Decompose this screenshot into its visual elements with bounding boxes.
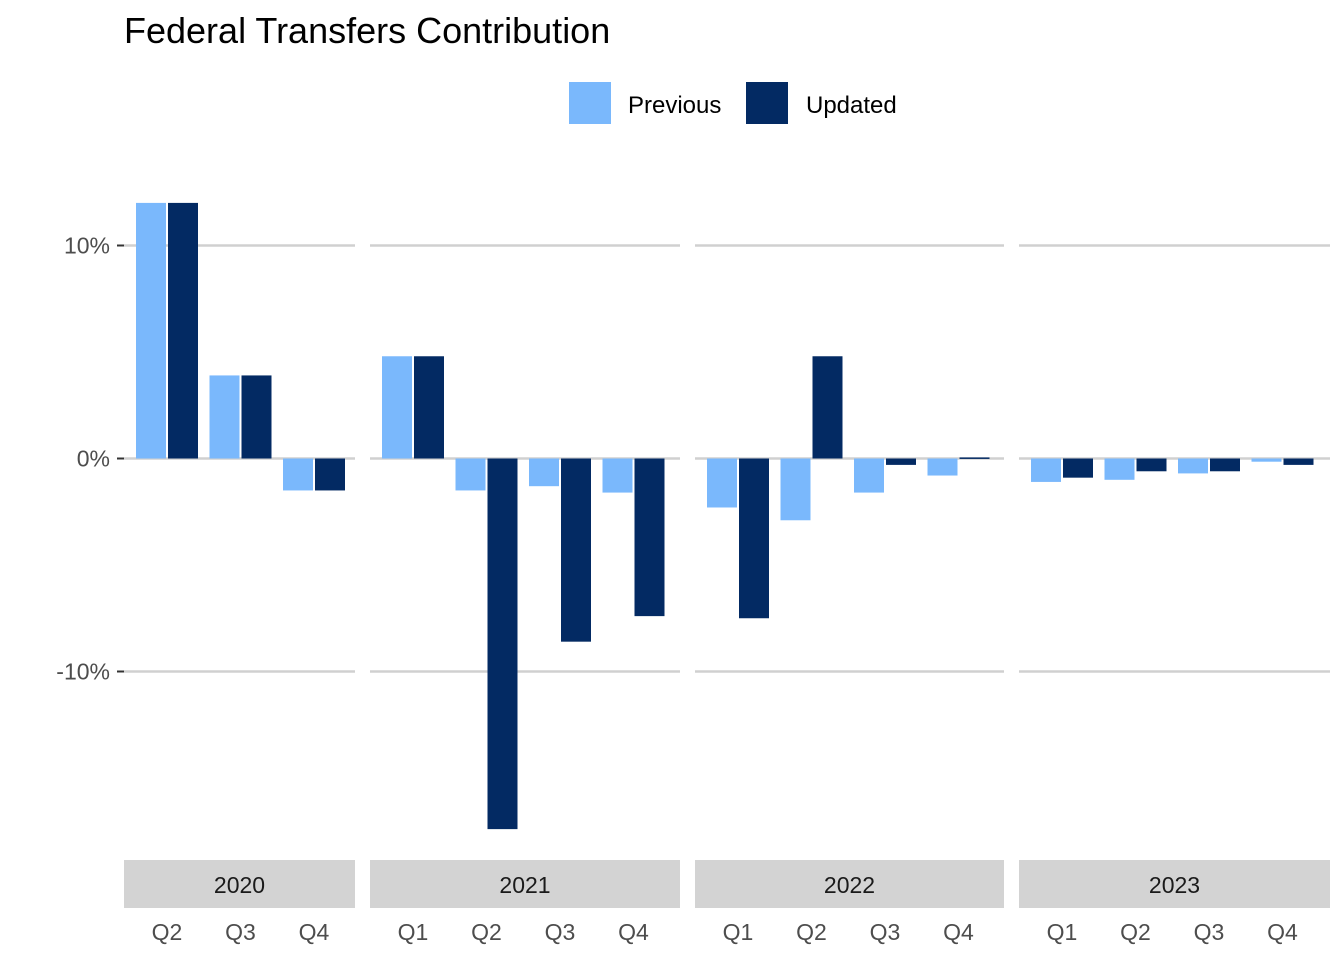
bar-previous-2023-q4 bbox=[1251, 458, 1282, 462]
bar-updated-2022-q4 bbox=[959, 457, 990, 459]
bar-updated-2021-q3 bbox=[561, 458, 591, 642]
facet-strip-label: 2021 bbox=[499, 872, 550, 898]
bar-previous-2023-q2 bbox=[1104, 458, 1135, 480]
bar-previous-2022-q4 bbox=[927, 458, 958, 476]
bar-updated-2022-q2 bbox=[812, 356, 843, 459]
y-tick-label: -10% bbox=[56, 659, 110, 685]
bar-updated-2022-q1 bbox=[739, 458, 769, 619]
facet-strip-label: 2020 bbox=[214, 872, 265, 898]
bar-previous-2022-q2 bbox=[780, 458, 811, 521]
facet-strip bbox=[1019, 860, 1330, 908]
x-tick-label: Q3 bbox=[545, 919, 576, 945]
bar-previous-2021-q2 bbox=[455, 458, 486, 491]
legend-label-updated: Updated bbox=[806, 92, 897, 119]
facet-strip-label: 2022 bbox=[824, 872, 875, 898]
x-tick-label: Q2 bbox=[471, 919, 502, 945]
bar-updated-2020-q2 bbox=[168, 202, 198, 459]
bar-previous-2021-q1 bbox=[382, 356, 412, 459]
bar-updated-2023-q1 bbox=[1063, 458, 1093, 478]
x-tick-label: Q4 bbox=[299, 919, 330, 945]
x-tick-label: Q3 bbox=[225, 919, 256, 945]
bar-updated-2021-q1 bbox=[414, 356, 444, 459]
x-tick-label: Q3 bbox=[870, 919, 901, 945]
chart-title: Federal Transfers Contribution bbox=[124, 10, 610, 51]
bar-updated-2021-q2 bbox=[487, 458, 518, 830]
facet-strip-label: 2023 bbox=[1149, 872, 1200, 898]
bar-previous-2021-q3 bbox=[529, 458, 559, 487]
bar-previous-2023-q3 bbox=[1178, 458, 1208, 474]
facet-strip bbox=[370, 860, 680, 908]
x-tick-label: Q2 bbox=[152, 919, 183, 945]
x-tick-label: Q4 bbox=[1267, 919, 1298, 945]
bar-previous-2020-q3 bbox=[209, 375, 240, 459]
bar-previous-2020-q2 bbox=[136, 202, 166, 459]
panel-2021: 2021 Q1 Q2 Q3 Q4 bbox=[370, 244, 680, 945]
bar-updated-2023-q4 bbox=[1283, 458, 1314, 465]
x-tick-label: Q4 bbox=[618, 919, 649, 945]
y-tick-label: 0% bbox=[77, 446, 110, 472]
x-tick-label: Q1 bbox=[1047, 919, 1078, 945]
legend: Previous Updated bbox=[569, 82, 897, 124]
legend-swatch-previous bbox=[569, 82, 611, 124]
y-tick-label: 10% bbox=[64, 233, 110, 259]
bar-updated-2022-q3 bbox=[886, 458, 916, 465]
bar-previous-2020-q4 bbox=[283, 458, 313, 491]
x-tick-label: Q2 bbox=[796, 919, 827, 945]
facet-panels: 2020 Q2 Q3 Q4 2021 Q1 Q2 Q3 Q4 2022 Q1 Q2 Q3 Q4 2023 Q1… bbox=[124, 202, 1330, 945]
facet-strip bbox=[695, 860, 1004, 908]
legend-label-previous: Previous bbox=[628, 92, 721, 119]
bar-updated-2021-q4 bbox=[634, 458, 665, 617]
panel-2022: 2022 Q1 Q2 Q3 Q4 bbox=[695, 244, 1004, 945]
x-tick-label: Q1 bbox=[723, 919, 754, 945]
bar-previous-2021-q4 bbox=[602, 458, 633, 493]
x-tick-label: Q1 bbox=[398, 919, 429, 945]
bar-previous-2023-q1 bbox=[1031, 458, 1061, 482]
facet-strip bbox=[124, 860, 355, 908]
x-tick-label: Q3 bbox=[1194, 919, 1225, 945]
x-tick-label: Q2 bbox=[1120, 919, 1151, 945]
bar-updated-2020-q3 bbox=[241, 375, 272, 459]
x-tick-label: Q4 bbox=[943, 919, 974, 945]
legend-swatch-updated bbox=[746, 82, 788, 124]
bar-updated-2020-q4 bbox=[315, 458, 345, 491]
bar-previous-2022-q3 bbox=[854, 458, 884, 493]
panel-2020: 2020 Q2 Q3 Q4 bbox=[124, 202, 355, 945]
y-axis: 10% 0% -10% bbox=[56, 233, 124, 685]
panel-2023: 2023 Q1 Q2 Q3 Q4 bbox=[1019, 244, 1330, 945]
bar-updated-2023-q2 bbox=[1136, 458, 1167, 472]
bar-previous-2022-q1 bbox=[707, 458, 737, 508]
bar-updated-2023-q3 bbox=[1210, 458, 1240, 472]
